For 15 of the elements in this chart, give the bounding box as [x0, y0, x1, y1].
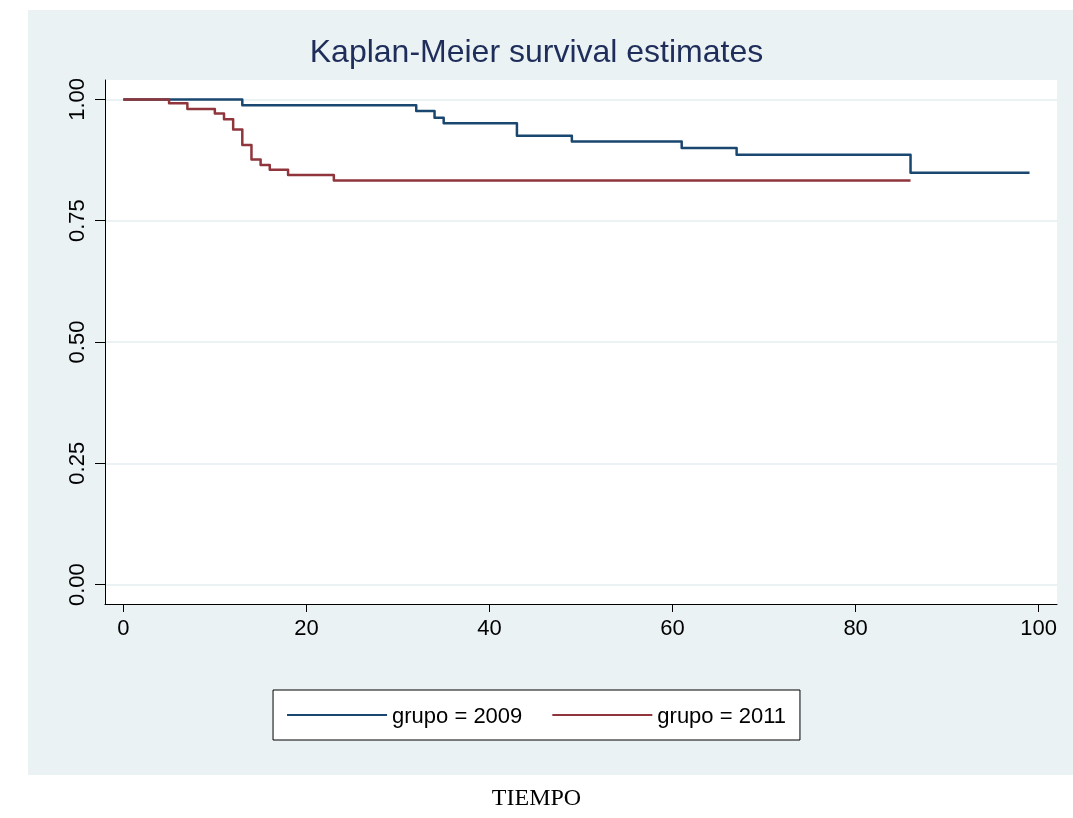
y-tick-label: 0.50	[63, 320, 89, 364]
legend-label: grupo = 2011	[657, 702, 786, 728]
text: TIEMPO	[491, 784, 582, 810]
x-tick-label: 40	[477, 614, 502, 640]
y-tick-label: 0.75	[63, 199, 89, 243]
x-tick-label: 0	[117, 614, 130, 640]
x-tick-label: 60	[660, 614, 685, 640]
y-tick-label: 0.25	[63, 441, 89, 485]
x-tick-label: 20	[294, 614, 319, 640]
y-tick-label: 1.00	[63, 77, 89, 121]
x-tick-label: 100	[1020, 614, 1058, 640]
y-tick-label: 0.00	[63, 563, 89, 607]
chart-title: Kaplan-Meier survival estimates	[309, 33, 764, 69]
x-tick-label: 80	[843, 614, 868, 640]
legend-label: grupo = 2009	[392, 702, 523, 728]
